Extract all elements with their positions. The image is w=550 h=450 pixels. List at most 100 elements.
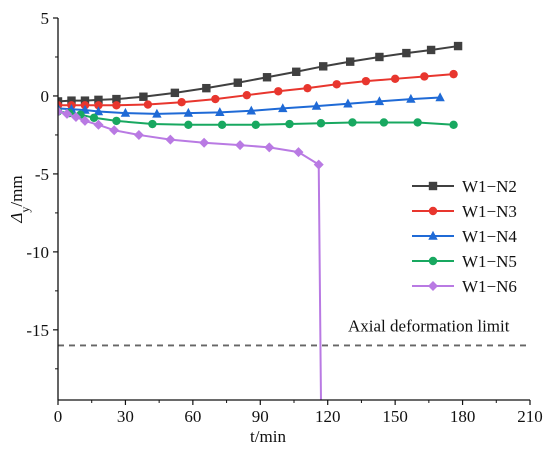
- data-point: [285, 119, 294, 129]
- data-point: [70, 112, 81, 123]
- data-point: [278, 103, 288, 113]
- data-point: [233, 78, 243, 87]
- x-tick-label: 210: [517, 407, 543, 426]
- data-point: [165, 134, 176, 145]
- data-point: [133, 129, 144, 140]
- data-point: [313, 159, 324, 170]
- data-point: [262, 73, 272, 82]
- data-point: [109, 125, 120, 136]
- data-point: [183, 107, 194, 117]
- data-point: [343, 98, 353, 108]
- data-point: [58, 106, 63, 117]
- data-layer: [58, 41, 530, 400]
- legend-marker: [428, 206, 438, 216]
- y-tick-label: 5: [41, 9, 50, 28]
- data-point: [303, 83, 312, 93]
- y-tick-label: -15: [26, 321, 49, 340]
- legend-marker: [428, 256, 438, 266]
- data-point: [177, 97, 186, 107]
- plot-layer: Axial deformation limit: [58, 41, 530, 400]
- y-tick-label: 0: [41, 87, 50, 106]
- data-point: [217, 120, 227, 130]
- data-point: [345, 57, 355, 66]
- data-point: [112, 101, 121, 110]
- data-point: [93, 106, 104, 116]
- x-axis-label: t/min: [250, 427, 286, 446]
- data-point: [449, 120, 458, 130]
- data-point: [89, 113, 99, 122]
- data-point: [94, 101, 103, 110]
- data-point: [332, 80, 341, 89]
- data-point: [152, 108, 162, 118]
- legend-label: W1−N2: [462, 177, 517, 196]
- x-tick-label: 0: [54, 407, 63, 426]
- data-point: [235, 140, 246, 151]
- data-point: [242, 90, 251, 100]
- data-point: [406, 93, 416, 103]
- data-point: [316, 119, 326, 128]
- x-tick-label: 150: [382, 407, 408, 426]
- data-point: [112, 94, 121, 104]
- data-point: [293, 147, 304, 158]
- data-point: [426, 45, 436, 55]
- data-point: [420, 72, 429, 81]
- series-line-2: [58, 73, 454, 107]
- data-point: [61, 108, 72, 119]
- data-point: [413, 118, 422, 127]
- data-point: [390, 74, 400, 84]
- axis-layer: 0 30 60 90 120 150 180 210 5 0 -5 -10 -15 t/min Δy/mm: [7, 9, 543, 446]
- data-point: [94, 95, 103, 105]
- legend-label: W1−N4: [462, 227, 517, 246]
- data-point: [375, 52, 384, 62]
- y-tick-label: -5: [35, 165, 49, 184]
- x-tick-label: 60: [184, 407, 201, 426]
- legend-marker: [428, 230, 438, 240]
- reference-line-label: Axial deformation limit: [348, 316, 510, 335]
- data-point: [379, 118, 389, 127]
- data-point: [449, 69, 458, 79]
- y-axis-label: Δy/mm: [7, 175, 32, 223]
- x-tick-label: 30: [117, 407, 134, 426]
- data-point: [148, 119, 157, 129]
- data-point: [319, 62, 328, 71]
- data-point: [184, 120, 193, 130]
- data-point: [199, 137, 210, 148]
- data-point: [361, 76, 371, 86]
- data-point: [435, 92, 445, 102]
- x-tick-label: 90: [252, 407, 269, 426]
- data-point: [311, 100, 322, 110]
- legend-label: W1−N6: [462, 277, 517, 296]
- data-point: [374, 96, 385, 106]
- data-point: [246, 105, 256, 115]
- data-point: [251, 120, 260, 130]
- data-point: [215, 107, 225, 117]
- data-point: [264, 142, 275, 153]
- data-point: [292, 67, 301, 76]
- data-point: [402, 48, 411, 58]
- x-tick-label: 120: [315, 407, 341, 426]
- data-point: [170, 88, 180, 98]
- data-point: [211, 94, 220, 104]
- legend: W1−N2 W1−N3 W1−N4 W1−N5 W1−N6: [412, 177, 517, 296]
- data-point: [58, 97, 63, 106]
- data-point: [139, 92, 148, 101]
- y-tick-label: -10: [26, 243, 49, 262]
- x-tick-label: 180: [450, 407, 476, 426]
- data-point: [348, 118, 357, 127]
- data-point: [80, 96, 90, 105]
- legend-marker: [428, 281, 438, 291]
- data-point: [143, 100, 153, 109]
- data-point: [79, 115, 90, 126]
- legend-label: W1−N5: [462, 252, 517, 271]
- data-point: [453, 41, 463, 51]
- data-point: [93, 119, 104, 130]
- data-point: [274, 87, 283, 96]
- data-point: [67, 96, 76, 105]
- data-point: [112, 116, 121, 126]
- data-point: [120, 107, 131, 117]
- legend-label: W1−N3: [462, 202, 517, 221]
- data-point: [202, 83, 211, 93]
- series-line-5: [58, 110, 322, 400]
